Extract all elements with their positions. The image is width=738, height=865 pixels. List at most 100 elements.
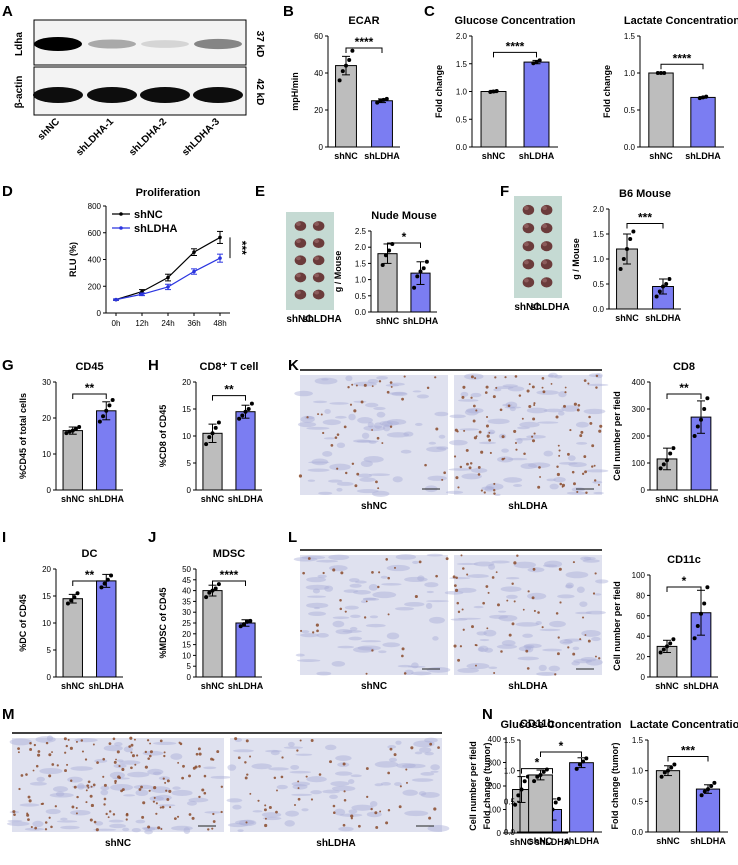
tumor-highlight [314, 273, 320, 278]
tumor-specimen [294, 238, 307, 249]
stained-cell [501, 457, 505, 461]
stained-cell [471, 625, 474, 629]
stained-cell [249, 755, 252, 758]
panel-letter-c: C [424, 3, 435, 20]
panel-letter-f: F [500, 183, 509, 200]
stained-cell [50, 825, 53, 829]
x-tick-label: shNC [655, 494, 679, 504]
stained-cell [469, 462, 473, 465]
tumor-highlight [524, 224, 529, 229]
stained-cell [531, 439, 536, 443]
stained-cell [468, 466, 472, 470]
tissue-fiber [357, 416, 373, 424]
stained-cell [360, 400, 364, 404]
stained-cell [485, 415, 489, 419]
stained-cell [587, 382, 590, 385]
tissue-fiber [386, 419, 407, 425]
tissue-fiber [324, 744, 337, 751]
stained-cell [297, 797, 301, 801]
stained-cell [482, 601, 485, 605]
tissue-fiber [471, 468, 488, 473]
y-tick-label: 0.5 [456, 115, 468, 124]
tissue-fiber [404, 601, 425, 607]
significance-bracket [493, 51, 537, 58]
tissue-fiber [473, 561, 495, 567]
stained-cell [149, 742, 152, 745]
stained-cell [12, 810, 16, 814]
stained-cell [385, 558, 388, 561]
tissue-fiber [112, 777, 130, 780]
data-point [412, 285, 417, 290]
data-point [661, 462, 666, 467]
tumor-highlight [314, 222, 320, 226]
tissue-fiber [232, 804, 242, 810]
tissue-fiber [308, 611, 327, 617]
data-point [535, 774, 540, 779]
stained-cell [441, 478, 444, 481]
stained-cell [33, 743, 36, 747]
y-tick-label: 0.0 [593, 305, 605, 314]
tissue-fiber [363, 425, 386, 432]
data-point [216, 420, 221, 425]
x-tick-label: shNC [201, 494, 225, 504]
stained-cell [80, 739, 84, 742]
stained-cell [149, 750, 153, 754]
y-axis-label: %CD8 of CD45 [158, 405, 168, 468]
data-point [218, 235, 222, 240]
data-point [709, 784, 714, 788]
stained-cell [211, 827, 214, 830]
image-label: shNC [105, 838, 131, 849]
tissue-fiber [332, 616, 350, 620]
stained-cell [474, 377, 477, 380]
tissue-fiber [349, 583, 362, 588]
stained-cell [131, 754, 135, 758]
stained-cell [583, 379, 587, 383]
tissue-fiber [379, 420, 400, 426]
stained-cell [51, 763, 55, 766]
stained-cell [51, 751, 53, 753]
tissue-fiber [335, 771, 353, 776]
y-tick-label: 0.0 [624, 143, 636, 152]
tissue-fiber [314, 377, 338, 385]
y-tick-label: 1.0 [632, 767, 644, 776]
tissue-fiber [458, 617, 481, 620]
stained-cell [389, 425, 393, 429]
tissue-fiber [567, 455, 576, 461]
y-tick-label: 15 [42, 592, 51, 601]
y-tick-label: 1.5 [593, 230, 605, 239]
stained-cell [312, 631, 315, 634]
stained-cell [486, 434, 490, 438]
tissue-fiber [502, 384, 518, 388]
tissue-fiber [582, 559, 600, 563]
data-point [69, 598, 74, 603]
band-actin [193, 87, 243, 103]
stained-cell [463, 429, 466, 432]
data-point [658, 650, 663, 655]
tumor-specimen [540, 204, 553, 216]
stained-cell [310, 739, 314, 742]
stained-cell [86, 784, 90, 788]
stained-cell [176, 815, 180, 818]
tissue-fiber [336, 442, 346, 449]
tumor-highlight [314, 239, 320, 244]
bar-shnc [335, 65, 357, 148]
tissue-fiber [527, 567, 545, 573]
stained-cell [399, 785, 402, 788]
tissue-fiber [353, 646, 375, 653]
stained-cell [37, 750, 41, 753]
stained-cell [203, 791, 207, 795]
stained-cell [66, 763, 69, 766]
chart-h: 0 5 10 15 20 CD8⁺ T cell %CD8 of CD45 shNC shLDH… [158, 361, 264, 504]
stained-cell [523, 452, 526, 455]
tissue-fiber [380, 782, 392, 786]
stained-cell [511, 582, 514, 585]
data-point [192, 269, 196, 274]
tissue-fiber [498, 614, 518, 622]
stained-cell [592, 592, 596, 595]
tumor-specimen [540, 259, 553, 270]
panel-letter-b: B [283, 3, 294, 20]
y-tick-label: 40 [314, 69, 323, 78]
tissue-fiber [568, 462, 587, 468]
stained-cell [95, 828, 99, 832]
y-tick-label: 0.0 [355, 308, 367, 317]
